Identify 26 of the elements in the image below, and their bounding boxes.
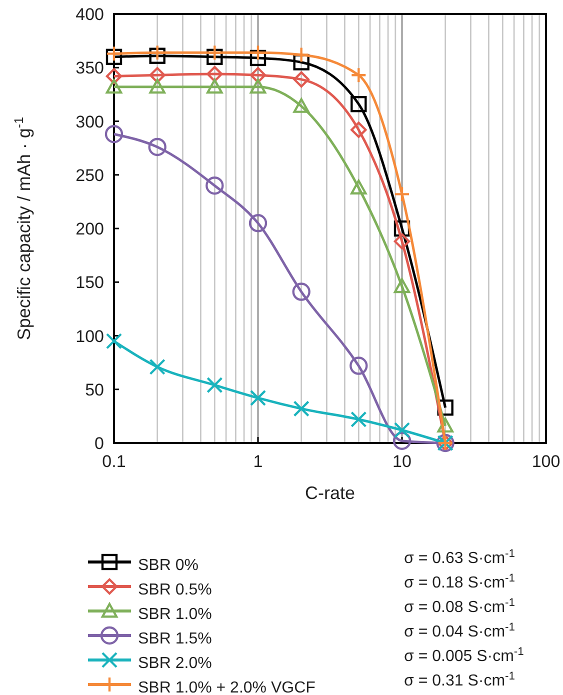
y-tick-label: 150: [76, 273, 104, 292]
y-tick-label: 300: [76, 112, 104, 132]
legend-label: SBR 0%: [138, 557, 198, 574]
x-axis-title: C-rate: [304, 483, 356, 503]
legend-label: SBR 1.0% + 2.0% VGCF: [138, 680, 316, 695]
text: σ = 0.18 S·cm$^{-1}$: [404, 572, 515, 592]
y-tick-label: 400: [76, 5, 104, 24]
y-tick-label: 350: [76, 58, 104, 78]
x-tick-label: 100: [532, 452, 560, 471]
x-tick-label: 10: [392, 452, 412, 471]
y-tick-label: 250: [76, 166, 104, 185]
legend-label: SBR 2.0%: [138, 655, 212, 672]
x-tick-label: 1: [253, 452, 263, 471]
legend-label: SBR 1.0%: [138, 606, 212, 623]
text: σ = 0.005 S·cm$^{-1}$: [404, 646, 524, 665]
y-tick-label: 100: [76, 326, 104, 346]
y-tick-label: 200: [76, 220, 104, 238]
y-tick-label: 0: [94, 434, 104, 453]
text: σ = 0.31 S·cm$^{-1}$: [404, 670, 515, 690]
text: σ = 0.04 S·cm$^{-1}$: [404, 622, 515, 640]
text: σ = 0.08 S·cm$^{-1}$: [404, 597, 515, 616]
x-tick-label: 0.1: [102, 452, 126, 471]
legend-label: SBR 0.5%: [138, 582, 212, 598]
legend-label: SBR 1.5%: [138, 630, 212, 648]
text: σ = 0.63 S·cm$^{-1}$: [404, 548, 515, 567]
y-tick-label: 50: [85, 380, 104, 400]
